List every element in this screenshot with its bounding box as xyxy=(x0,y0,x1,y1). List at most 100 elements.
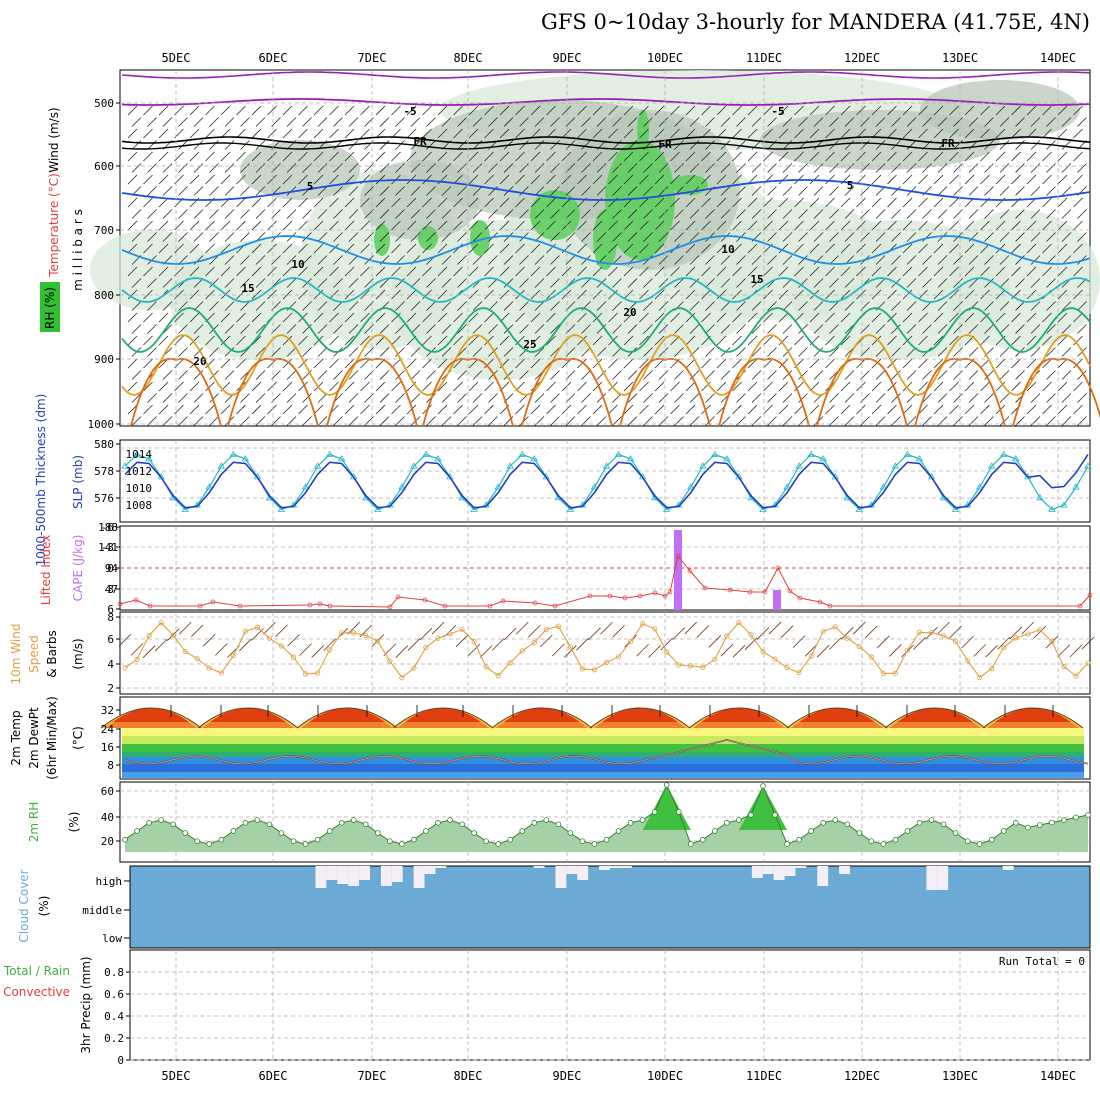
wind-barb xyxy=(209,301,219,311)
wind-barb xyxy=(360,243,370,254)
wind10-marker xyxy=(965,658,971,664)
slp-marker xyxy=(217,462,226,469)
wind10-marker xyxy=(1061,663,1067,670)
wind-barb xyxy=(391,197,401,208)
wind-barb xyxy=(685,358,696,369)
slp-marker xyxy=(301,483,310,490)
slp-marker xyxy=(566,505,575,512)
wind-barb xyxy=(503,209,514,219)
wind-barb xyxy=(906,163,917,173)
wind-barb xyxy=(131,393,142,403)
wind-barb xyxy=(747,358,758,369)
wind10-marker xyxy=(784,665,790,671)
wind-barb xyxy=(658,324,669,334)
wind-barb xyxy=(1026,151,1037,162)
ylabel-wind10-barbs: & Barbs xyxy=(45,630,59,678)
wind-barb xyxy=(623,128,634,139)
wind-barb xyxy=(871,404,882,415)
wind-barb xyxy=(670,381,680,392)
wind-barb xyxy=(143,335,153,346)
tick-label: 578 xyxy=(94,465,114,478)
wind-barb xyxy=(891,301,901,311)
wind-barb xyxy=(1046,163,1056,173)
wind-barb xyxy=(298,358,308,369)
wind-barb xyxy=(674,209,684,219)
wind-barb xyxy=(561,266,572,277)
wind-barb xyxy=(406,312,417,323)
wind-barb xyxy=(1046,278,1056,288)
wind-barb xyxy=(143,105,153,116)
wind-barb xyxy=(468,335,479,346)
li-marker xyxy=(327,603,333,609)
tick-label: 4 xyxy=(107,658,114,671)
wind-barb xyxy=(348,163,359,173)
wind-barb xyxy=(705,278,715,288)
wind10-barb xyxy=(1021,621,1035,635)
wind-barb xyxy=(205,243,215,254)
wind-barb xyxy=(1011,266,1021,277)
wind-barb xyxy=(344,105,355,116)
wind-barb xyxy=(1015,163,1025,173)
contour-15 xyxy=(121,277,1091,303)
wind-barb xyxy=(193,416,204,426)
wind-barb xyxy=(856,358,866,369)
wind-barb xyxy=(701,105,711,116)
wind-barb xyxy=(503,278,514,288)
wind-barb xyxy=(922,163,932,173)
wind-barb xyxy=(484,266,494,277)
wind-barb xyxy=(840,105,851,116)
wind-barb xyxy=(550,301,560,311)
wind10-barb xyxy=(407,638,421,651)
temp-hump-red xyxy=(995,708,1071,722)
wind10-marker xyxy=(676,662,682,668)
wind-barb xyxy=(933,220,944,231)
wind-barb xyxy=(596,209,607,219)
wind-barb xyxy=(1057,289,1068,300)
wind-barb xyxy=(577,381,587,392)
wind-barb xyxy=(271,347,281,357)
wind-barb xyxy=(891,232,901,242)
wind-barb xyxy=(999,209,1010,219)
wind-barb xyxy=(623,243,634,254)
rh2m-marker xyxy=(387,838,393,844)
slp-marker xyxy=(879,483,888,490)
wind-barb xyxy=(550,255,560,265)
wind-barb xyxy=(395,278,405,288)
wind-barb xyxy=(565,370,576,380)
wind-barb xyxy=(472,186,483,196)
wind-barb xyxy=(782,117,793,127)
cape-tick-right: 47 xyxy=(105,583,118,596)
wind-barb xyxy=(933,404,944,415)
wind10-marker xyxy=(447,631,453,637)
wind-barb xyxy=(410,301,421,311)
wind-barb xyxy=(189,358,200,369)
wind-barb xyxy=(209,117,219,127)
wind-barb xyxy=(685,381,696,392)
wind-barb xyxy=(933,312,944,323)
wind-barb xyxy=(1011,243,1021,254)
wind-barb xyxy=(674,347,684,357)
wind-barb xyxy=(1077,301,1087,311)
wind-barb xyxy=(550,117,560,127)
wind-barb xyxy=(515,197,525,208)
wind-barb xyxy=(639,266,649,277)
li-marker xyxy=(317,601,323,607)
wind-barb xyxy=(747,151,758,162)
wind-barb xyxy=(767,416,777,426)
wind-barb xyxy=(736,186,746,196)
wind-barb xyxy=(639,128,649,139)
wind-barb xyxy=(143,151,153,162)
wind-barb xyxy=(685,174,696,185)
wind-barb xyxy=(767,347,777,357)
wind-barb xyxy=(344,381,355,392)
wind-barb xyxy=(1026,335,1037,346)
wind10-marker xyxy=(1073,673,1079,679)
wind10-marker xyxy=(844,635,850,641)
wind-barb xyxy=(891,163,901,173)
wind10-barb xyxy=(804,644,818,657)
wind-barb xyxy=(732,381,742,392)
wind-barb xyxy=(1057,174,1068,185)
slp-marker xyxy=(434,455,442,462)
